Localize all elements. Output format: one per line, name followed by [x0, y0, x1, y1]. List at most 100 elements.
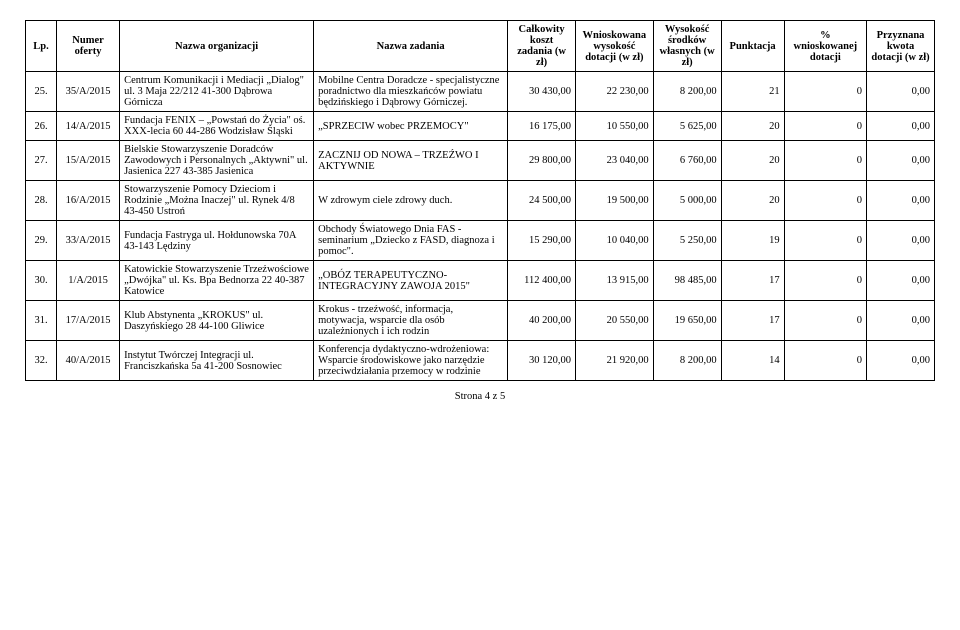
cell-wn: 20 550,00 [576, 301, 654, 341]
cell-pun: 19 [721, 221, 784, 261]
cell-koszt: 112 400,00 [508, 261, 576, 301]
cell-pct: 0 [784, 141, 866, 181]
cell-koszt: 29 800,00 [508, 141, 576, 181]
col-lp: Lp. [26, 21, 57, 72]
cell-nr: 40/A/2015 [57, 341, 120, 381]
cell-org: Centrum Komunikacji i Mediacji „Dialog" … [120, 72, 314, 112]
col-procent: % wnioskowanej dotacji [784, 21, 866, 72]
cell-wys: 5 250,00 [653, 221, 721, 261]
cell-pct: 0 [784, 112, 866, 141]
cell-task: ZACZNIJ OD NOWA – TRZEŹWO I AKTYWNIE [314, 141, 508, 181]
table-row: 27.15/A/2015Bielskie Stowarzyszenie Dora… [26, 141, 935, 181]
cell-org: Klub Abstynenta „KROKUS" ul. Daszyńskieg… [120, 301, 314, 341]
cell-pun: 14 [721, 341, 784, 381]
col-org: Nazwa organizacji [120, 21, 314, 72]
cell-pct: 0 [784, 341, 866, 381]
cell-pct: 0 [784, 181, 866, 221]
cell-wys: 5 625,00 [653, 112, 721, 141]
cell-task: „SPRZECIW wobec PRZEMOCY" [314, 112, 508, 141]
table-row: 25.35/A/2015Centrum Komunikacji i Mediac… [26, 72, 935, 112]
table-row: 28.16/A/2015Stowarzyszenie Pomocy Dzieci… [26, 181, 935, 221]
header-row: Lp. Numer oferty Nazwa organizacji Nazwa… [26, 21, 935, 72]
col-przyznana: Przyznana kwota dotacji (w zł) [867, 21, 935, 72]
cell-lp: 28. [26, 181, 57, 221]
cell-prz: 0,00 [867, 301, 935, 341]
cell-nr: 1/A/2015 [57, 261, 120, 301]
cell-wn: 23 040,00 [576, 141, 654, 181]
cell-lp: 25. [26, 72, 57, 112]
cell-lp: 32. [26, 341, 57, 381]
cell-wn: 22 230,00 [576, 72, 654, 112]
cell-koszt: 16 175,00 [508, 112, 576, 141]
cell-lp: 27. [26, 141, 57, 181]
cell-wys: 19 650,00 [653, 301, 721, 341]
cell-nr: 16/A/2015 [57, 181, 120, 221]
cell-nr: 35/A/2015 [57, 72, 120, 112]
table-row: 26.14/A/2015Fundacja FENIX – „Powstań do… [26, 112, 935, 141]
col-wnioskowana: Wnioskowana wysokość dotacji (w zł) [576, 21, 654, 72]
cell-wys: 6 760,00 [653, 141, 721, 181]
cell-wn: 10 040,00 [576, 221, 654, 261]
cell-task: „OBÓZ TERAPEUTYCZNO-INTEGRACYJNY ZAWOJA … [314, 261, 508, 301]
col-punktacja: Punktacja [721, 21, 784, 72]
cell-prz: 0,00 [867, 112, 935, 141]
cell-pct: 0 [784, 301, 866, 341]
cell-koszt: 30 120,00 [508, 341, 576, 381]
cell-wn: 19 500,00 [576, 181, 654, 221]
cell-lp: 29. [26, 221, 57, 261]
table-row: 29.33/A/2015Fundacja Fastryga ul. Hołdun… [26, 221, 935, 261]
table-row: 31.17/A/2015Klub Abstynenta „KROKUS" ul.… [26, 301, 935, 341]
cell-koszt: 15 290,00 [508, 221, 576, 261]
cell-nr: 14/A/2015 [57, 112, 120, 141]
cell-wys: 98 485,00 [653, 261, 721, 301]
cell-lp: 31. [26, 301, 57, 341]
cell-wys: 8 200,00 [653, 341, 721, 381]
cell-pct: 0 [784, 261, 866, 301]
cell-task: Obchody Światowego Dnia FAS - seminarium… [314, 221, 508, 261]
cell-task: W zdrowym ciele zdrowy duch. [314, 181, 508, 221]
cell-nr: 17/A/2015 [57, 301, 120, 341]
table-row: 32.40/A/2015Instytut Twórczej Integracji… [26, 341, 935, 381]
cell-pct: 0 [784, 72, 866, 112]
data-table: Lp. Numer oferty Nazwa organizacji Nazwa… [25, 20, 935, 381]
cell-pun: 20 [721, 112, 784, 141]
cell-lp: 26. [26, 112, 57, 141]
cell-pun: 17 [721, 301, 784, 341]
cell-wn: 21 920,00 [576, 341, 654, 381]
cell-org: Fundacja FENIX – „Powstań do Życia" oś. … [120, 112, 314, 141]
table-row: 30.1/A/2015Katowickie Stowarzyszenie Trz… [26, 261, 935, 301]
cell-prz: 0,00 [867, 141, 935, 181]
cell-prz: 0,00 [867, 261, 935, 301]
cell-task: Konferencja dydaktyczno-wdrożeniowa: Wsp… [314, 341, 508, 381]
cell-wn: 13 915,00 [576, 261, 654, 301]
cell-prz: 0,00 [867, 72, 935, 112]
cell-prz: 0,00 [867, 341, 935, 381]
cell-nr: 33/A/2015 [57, 221, 120, 261]
cell-org: Fundacja Fastryga ul. Hołdunowska 70A 43… [120, 221, 314, 261]
col-numer: Numer oferty [57, 21, 120, 72]
page-footer: Strona 4 z 5 [25, 391, 935, 402]
cell-koszt: 30 430,00 [508, 72, 576, 112]
cell-prz: 0,00 [867, 221, 935, 261]
cell-task: Krokus - trzeźwość, informacja, motywacj… [314, 301, 508, 341]
cell-wn: 10 550,00 [576, 112, 654, 141]
cell-prz: 0,00 [867, 181, 935, 221]
cell-nr: 15/A/2015 [57, 141, 120, 181]
cell-pct: 0 [784, 221, 866, 261]
cell-koszt: 24 500,00 [508, 181, 576, 221]
cell-wys: 8 200,00 [653, 72, 721, 112]
cell-koszt: 40 200,00 [508, 301, 576, 341]
cell-org: Bielskie Stowarzyszenie Doradców Zawodow… [120, 141, 314, 181]
cell-pun: 20 [721, 181, 784, 221]
col-zadanie: Nazwa zadania [314, 21, 508, 72]
cell-org: Katowickie Stowarzyszenie Trzeźwościowe … [120, 261, 314, 301]
cell-lp: 30. [26, 261, 57, 301]
cell-wys: 5 000,00 [653, 181, 721, 221]
cell-org: Instytut Twórczej Integracji ul. Francis… [120, 341, 314, 381]
cell-pun: 20 [721, 141, 784, 181]
cell-pun: 17 [721, 261, 784, 301]
col-wysokosc: Wysokość środków własnych (w zł) [653, 21, 721, 72]
cell-task: Mobilne Centra Doradcze - specjalistyczn… [314, 72, 508, 112]
cell-pun: 21 [721, 72, 784, 112]
col-koszt: Całkowity koszt zadania (w zł) [508, 21, 576, 72]
